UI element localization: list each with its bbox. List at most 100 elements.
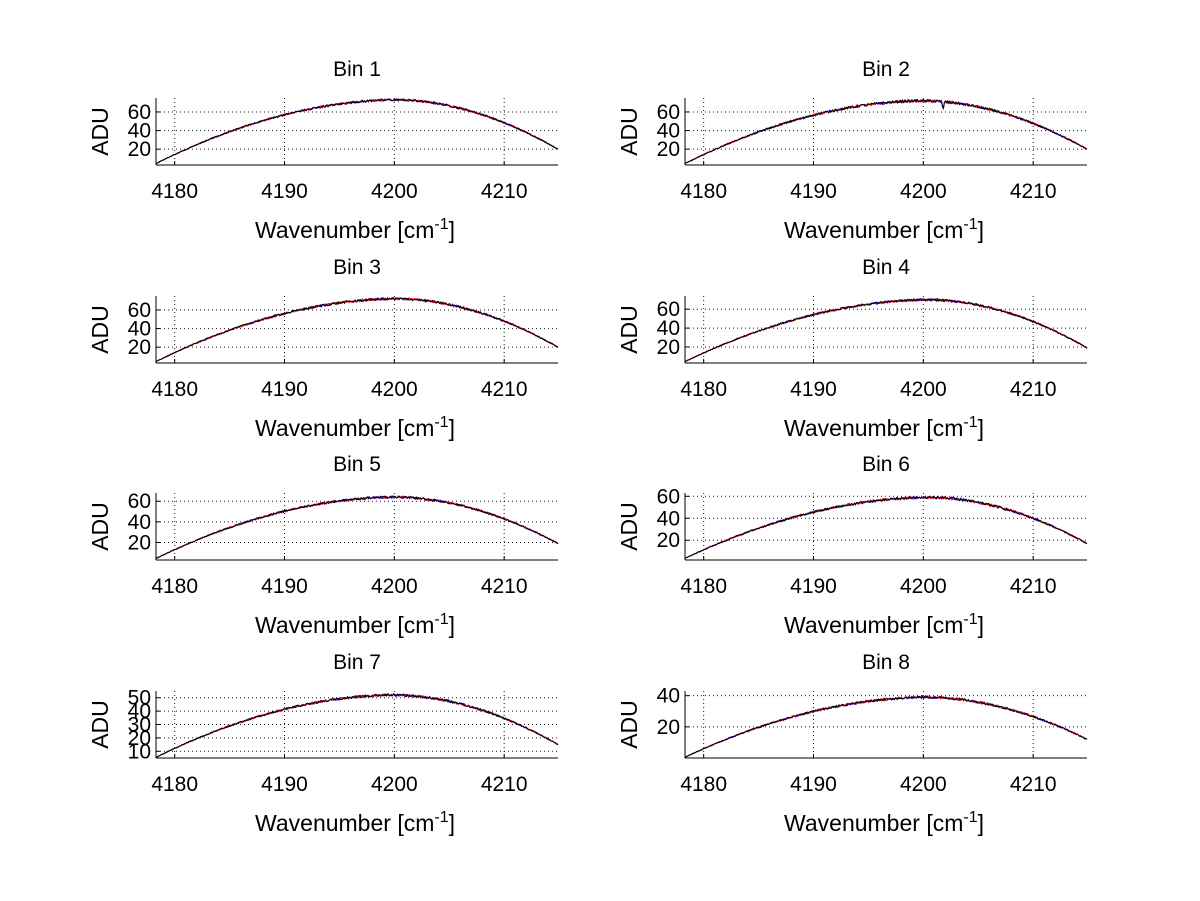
series-red-bin-3 bbox=[155, 296, 559, 363]
xtick-label-5-3: 4210 bbox=[481, 575, 528, 598]
ytick-label-7-1: 20 bbox=[128, 727, 151, 750]
xtick-label-1-0: 4180 bbox=[151, 180, 198, 203]
series-blue-bin-2 bbox=[684, 98, 1087, 164]
xtick-label-1-2: 4200 bbox=[371, 180, 418, 203]
xlabel-7: Wavenumber [cm-1] bbox=[255, 809, 455, 836]
ytick-label-4-2: 60 bbox=[657, 298, 680, 321]
xtick-label-2-1: 4190 bbox=[790, 180, 837, 203]
xlabel-6: Wavenumber [cm-1] bbox=[784, 611, 984, 638]
ytick-label-5-2: 60 bbox=[128, 490, 151, 513]
xtick-label-1-3: 4210 bbox=[481, 180, 528, 203]
xtick-label-6-1: 4190 bbox=[790, 575, 837, 598]
xtick-label-6-0: 4180 bbox=[680, 575, 727, 598]
series-black-bin-4 bbox=[684, 297, 1088, 363]
ytick-label-4-0: 20 bbox=[657, 336, 680, 359]
panel-title-4: Bin 4 bbox=[862, 256, 910, 279]
ytick-label-2-2: 60 bbox=[657, 101, 680, 124]
series-black-bin-6 bbox=[684, 495, 1088, 559]
panel-title-7: Bin 7 bbox=[333, 651, 381, 674]
ytick-label-8-1: 40 bbox=[657, 685, 680, 708]
xtick-label-7-1: 4190 bbox=[261, 773, 308, 796]
series-red-bin-7 bbox=[155, 693, 559, 758]
panel-title-2: Bin 2 bbox=[862, 58, 910, 81]
series-blue-bin-1 bbox=[155, 98, 559, 164]
ylabel-8: ADU bbox=[616, 700, 642, 749]
series-red-bin-4 bbox=[685, 298, 1088, 362]
xtick-label-6-3: 4210 bbox=[1010, 575, 1057, 598]
xtick-label-2-2: 4200 bbox=[900, 180, 947, 203]
ylabel-1: ADU bbox=[87, 107, 113, 156]
ytick-label-1-0: 20 bbox=[128, 138, 151, 161]
series-black-bin-8 bbox=[684, 694, 1088, 758]
ytick-label-6-1: 40 bbox=[657, 507, 680, 530]
xtick-label-7-2: 4200 bbox=[371, 773, 418, 796]
panel-title-5: Bin 5 bbox=[333, 453, 381, 476]
series-blue-bin-3 bbox=[155, 296, 558, 363]
xtick-label-2-0: 4180 bbox=[680, 180, 727, 203]
xtick-label-8-2: 4200 bbox=[900, 773, 947, 796]
ylabel-5: ADU bbox=[87, 502, 113, 551]
xtick-label-3-1: 4190 bbox=[261, 378, 308, 401]
series-black-bin-3 bbox=[155, 296, 559, 362]
xtick-label-5-0: 4180 bbox=[151, 575, 198, 598]
xtick-label-3-2: 4200 bbox=[371, 378, 418, 401]
xtick-label-4-3: 4210 bbox=[1010, 378, 1057, 401]
ytick-label-4-1: 40 bbox=[657, 317, 680, 340]
ytick-label-6-2: 60 bbox=[657, 485, 680, 508]
series-red-bin-6 bbox=[684, 495, 1088, 559]
ytick-label-7-3: 40 bbox=[128, 700, 151, 723]
ytick-label-3-0: 20 bbox=[128, 336, 151, 359]
xtick-label-8-1: 4190 bbox=[790, 773, 837, 796]
ytick-label-5-1: 40 bbox=[128, 511, 151, 534]
ytick-label-5-0: 20 bbox=[128, 531, 151, 554]
ytick-label-8-0: 20 bbox=[657, 716, 680, 739]
panel-title-6: Bin 6 bbox=[862, 453, 910, 476]
ytick-label-2-1: 40 bbox=[657, 120, 680, 143]
xtick-label-7-0: 4180 bbox=[151, 773, 198, 796]
xtick-label-2-3: 4210 bbox=[1010, 180, 1057, 203]
ytick-label-2-0: 20 bbox=[657, 138, 680, 161]
series-red-bin-2 bbox=[684, 98, 1088, 164]
xtick-label-6-2: 4200 bbox=[900, 575, 947, 598]
ytick-label-7-2: 30 bbox=[128, 714, 151, 737]
ytick-label-3-1: 40 bbox=[128, 318, 151, 341]
xlabel-8: Wavenumber [cm-1] bbox=[784, 809, 984, 836]
xlabel-3: Wavenumber [cm-1] bbox=[255, 414, 455, 441]
series-black-bin-2 bbox=[684, 98, 1088, 164]
series-black-bin-7 bbox=[155, 693, 559, 759]
ytick-label-1-2: 60 bbox=[128, 101, 151, 124]
ytick-label-3-2: 60 bbox=[128, 299, 151, 322]
ytick-label-1-1: 40 bbox=[128, 120, 151, 143]
xtick-label-7-3: 4210 bbox=[481, 773, 528, 796]
xtick-label-4-0: 4180 bbox=[680, 378, 727, 401]
panel-title-3: Bin 3 bbox=[333, 256, 381, 279]
xtick-label-8-0: 4180 bbox=[680, 773, 727, 796]
xtick-label-3-3: 4210 bbox=[481, 378, 528, 401]
xtick-label-5-1: 4190 bbox=[261, 575, 308, 598]
xlabel-4: Wavenumber [cm-1] bbox=[784, 414, 984, 441]
ytick-label-7-0: 10 bbox=[128, 740, 151, 763]
series-black-bin-1 bbox=[155, 98, 559, 164]
ytick-label-6-0: 20 bbox=[657, 529, 680, 552]
ytick-label-7-4: 50 bbox=[128, 687, 151, 710]
xlabel-2: Wavenumber [cm-1] bbox=[784, 216, 984, 243]
ylabel-3: ADU bbox=[87, 305, 113, 354]
xtick-label-5-2: 4200 bbox=[371, 575, 418, 598]
ylabel-2: ADU bbox=[616, 107, 642, 156]
series-blue-bin-4 bbox=[684, 297, 1088, 362]
ylabel-4: ADU bbox=[616, 305, 642, 354]
series-blue-bin-6 bbox=[684, 495, 1088, 559]
series-red-bin-1 bbox=[155, 98, 559, 164]
xlabel-5: Wavenumber [cm-1] bbox=[255, 611, 455, 638]
xtick-label-4-2: 4200 bbox=[900, 378, 947, 401]
xlabel-1: Wavenumber [cm-1] bbox=[255, 216, 455, 243]
series-blue-bin-5 bbox=[156, 495, 559, 559]
xtick-label-8-3: 4210 bbox=[1010, 773, 1057, 796]
xtick-label-3-0: 4180 bbox=[151, 378, 198, 401]
panel-title-1: Bin 1 bbox=[333, 58, 381, 81]
ylabel-6: ADU bbox=[616, 502, 642, 551]
xtick-label-1-1: 4190 bbox=[261, 180, 308, 203]
series-red-bin-5 bbox=[155, 495, 559, 560]
ylabel-7: ADU bbox=[87, 700, 113, 749]
